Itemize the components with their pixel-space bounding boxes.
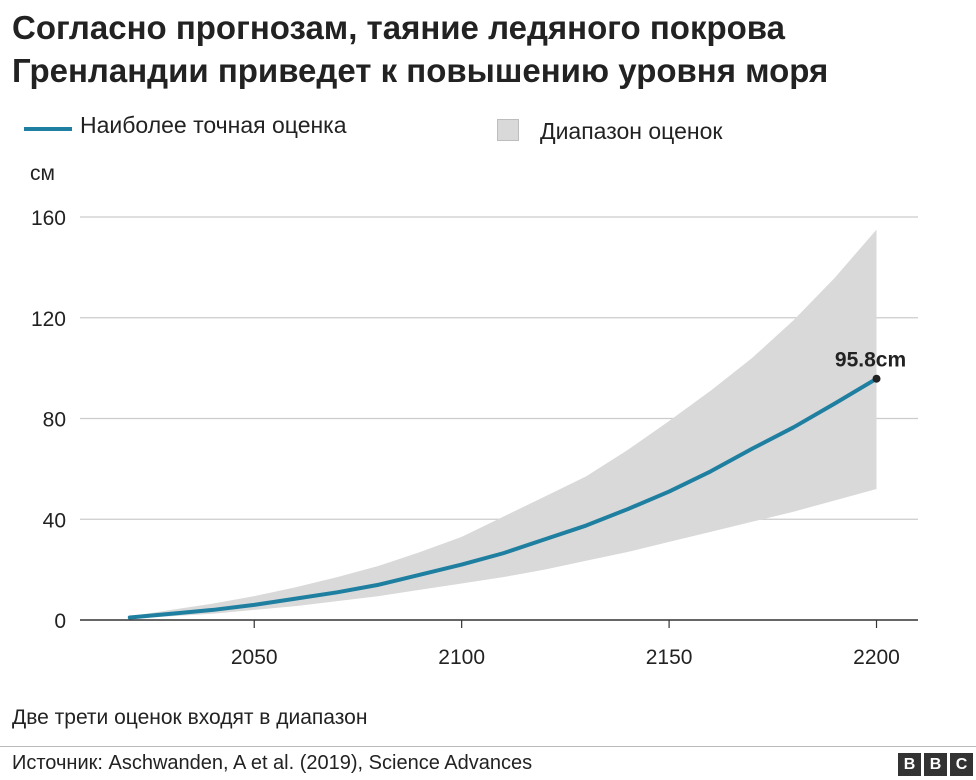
range-band: [129, 229, 877, 619]
best-estimate-line: [127, 376, 879, 620]
chart-title: Согласно прогнозам, таяние ледяного покр…: [12, 9, 829, 89]
bbc-logo-letter: B: [924, 753, 947, 776]
chart-plot: 0 40 80 120 160 2050 2100 2150 2200 95.8cm: [31, 207, 918, 669]
y-axis-unit: см: [30, 162, 55, 185]
y-tick-label: 0: [54, 610, 66, 633]
x-tick-label: 2150: [646, 646, 693, 669]
end-point-label: 95.8cm: [835, 349, 906, 372]
legend-line-swatch: [24, 127, 72, 131]
footnote: Две трети оценок входят в диапазон: [12, 706, 368, 729]
end-point-marker: [872, 374, 881, 383]
y-tick-label: 160: [31, 207, 66, 230]
legend-line-label: Наиболее точная оценка: [80, 112, 347, 138]
x-tick-label: 2050: [231, 646, 278, 669]
x-tick-label: 2200: [853, 646, 900, 669]
legend-range-label: Диапазон оценок: [540, 118, 723, 144]
bbc-logo: B B C: [898, 753, 973, 776]
footer-divider: [0, 746, 976, 747]
bbc-logo-letter: C: [950, 753, 973, 776]
bbc-logo-letter: B: [898, 753, 921, 776]
y-tick-label: 120: [31, 308, 66, 331]
source-note: Источник: Aschwanden, A et al. (2019), S…: [12, 752, 533, 774]
x-tick-label: 2100: [438, 646, 485, 669]
legend-range-swatch: [497, 119, 519, 141]
y-tick-label: 40: [43, 509, 66, 532]
y-tick-label: 80: [43, 409, 66, 432]
